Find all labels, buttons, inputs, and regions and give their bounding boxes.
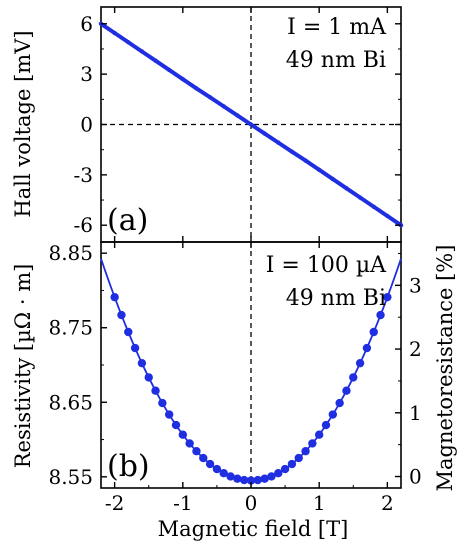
panel-b-ytick-label: 8.65 — [48, 390, 93, 414]
panel-b-data-point — [144, 373, 153, 382]
panel-b-data-point — [185, 439, 194, 448]
panel-a-ticks: -6 -3 0 3 6 — [74, 7, 401, 242]
panel-a-data-point — [235, 113, 240, 118]
panel-b-data-point — [267, 472, 276, 481]
panel-b-data-point — [355, 358, 365, 368]
panel-b-data-point — [321, 420, 331, 430]
panel-a-ytick-label: -3 — [74, 163, 93, 187]
panel-b-data-point — [376, 310, 385, 320]
panel-b-data-point — [383, 292, 392, 302]
panel-a-data-point — [316, 167, 322, 173]
panel-b-data-point — [219, 469, 228, 478]
panel-a-annotation-sample: 49 nm Bi — [286, 48, 386, 73]
panel-a-ytick-label: 3 — [80, 62, 93, 86]
panel-a-data-point — [166, 67, 172, 73]
panel-a-ytick-label: 6 — [80, 12, 93, 36]
panel-a-data-point — [221, 104, 226, 109]
panel-b-xtick-label: -1 — [173, 491, 192, 515]
panel-b-ytick-label: 8.55 — [48, 465, 93, 489]
panel-b-data-point — [110, 292, 119, 302]
panel-a-data-point — [276, 140, 281, 145]
panel-b-data-point — [328, 410, 338, 419]
panel-a-data-point — [262, 131, 267, 136]
panel-b-data-point — [239, 475, 249, 485]
panel-a-data — [98, 7, 404, 242]
panel-b-y2tick-label: 3 — [409, 273, 422, 297]
panel-a-data-point — [194, 86, 199, 91]
panel-a-annotation-current: I = 1 mA — [287, 15, 387, 40]
panel-b-xtick-label: 1 — [313, 491, 326, 515]
panel-a-data-point — [357, 195, 363, 200]
panel-b-data-point — [233, 474, 242, 483]
panel-a-ytick-label: -6 — [74, 213, 93, 237]
panel-b-data-point — [192, 447, 201, 456]
panel-b-data-point — [205, 459, 215, 469]
panel-b-data-point — [308, 439, 317, 448]
panel-b-data-point — [253, 475, 263, 485]
panel-a-data-point — [207, 95, 213, 100]
panel-a-tag: (a) — [107, 203, 148, 238]
panel-b-data-point — [260, 474, 269, 483]
panel-b: 8.55 8.65 8.75 8.85 0 1 2 3 -2 -1 0 1 2 I = 100 µA 4… — [11, 241, 457, 541]
panel-a-data-point — [153, 58, 158, 63]
panel-a-ytick-label: 0 — [80, 113, 93, 137]
panel-a-data-point — [303, 158, 308, 163]
panel-b-data-point — [199, 453, 208, 463]
panel-a-data-point — [126, 40, 131, 45]
panel-b-data-point — [117, 310, 126, 320]
panel-a-data-point — [344, 186, 349, 191]
panel-a-data-point — [112, 30, 117, 36]
panel-a-data-point — [330, 176, 336, 182]
panel-b-data-point — [335, 398, 344, 408]
panel-a-data-point — [139, 49, 145, 54]
panel-b-data-point — [274, 469, 283, 478]
panel-b-ytick-label: 8.85 — [48, 241, 93, 265]
panel-b-data-point — [212, 464, 222, 474]
panel-b-data-point — [294, 453, 303, 463]
panel-b-data-point — [362, 343, 372, 353]
panel-b-tag: (b) — [107, 449, 150, 484]
panel-b-data-point — [151, 386, 160, 395]
panel-b-xlabel: Magnetic field [T] — [158, 517, 349, 541]
panel-b-data-point — [301, 447, 310, 456]
panel-b-data-point — [246, 476, 256, 485]
panel-b-data-point — [369, 327, 378, 337]
panel-b-data — [100, 242, 402, 488]
panel-b-y2tick-label: 0 — [409, 465, 422, 489]
panel-a-data-point — [289, 149, 295, 154]
panel-a-data-point — [371, 204, 376, 209]
panel-b-xtick-label: 0 — [245, 491, 258, 515]
panel-b-data-point — [171, 420, 181, 430]
panel-b-ytick-label: 8.75 — [48, 316, 93, 340]
panel-b-data-point — [314, 430, 324, 439]
panel-b-y2tick-label: 1 — [409, 401, 422, 425]
panel-b-ylabel: Resistivity [µΩ · m] — [11, 264, 35, 469]
panel-b-data-point — [280, 464, 290, 474]
panel-b-y2tick-label: 2 — [409, 337, 422, 361]
panel-b-data-point — [130, 343, 140, 353]
panel-b-data-point — [342, 386, 351, 395]
panel-b-data-point — [137, 358, 147, 368]
panel-b-data-point — [164, 410, 174, 419]
panel-b-y2label: Magnetoresistance [%] — [433, 245, 457, 492]
panel-a-data-point — [248, 122, 254, 127]
panel-b-data-point — [349, 373, 358, 382]
panel-b-data-point — [226, 472, 235, 481]
panel-b-data-point — [287, 459, 297, 469]
panel-a-data-point — [180, 76, 186, 82]
panel-b-xtick-label: -2 — [105, 491, 124, 515]
panel-b-annotation-current: I = 100 µA — [266, 253, 387, 278]
panel-b-ticks: 8.55 8.65 8.75 8.85 0 1 2 3 -2 -1 0 1 2 — [48, 241, 421, 515]
panel-b-xtick-label: 2 — [381, 491, 394, 515]
panel-a-data-point — [385, 213, 390, 219]
panel-b-data-point — [158, 398, 167, 408]
panel-b-annotation-sample: 49 nm Bi — [286, 286, 386, 311]
panel-b-data-point — [124, 327, 133, 337]
panel-b-data-point — [178, 430, 188, 439]
panel-a-ylabel: Hall voltage [mV] — [11, 30, 35, 217]
panel-a: -6 -3 0 3 6 I = 1 mA 49 nm Bi (a) Hall volta… — [11, 6, 404, 243]
